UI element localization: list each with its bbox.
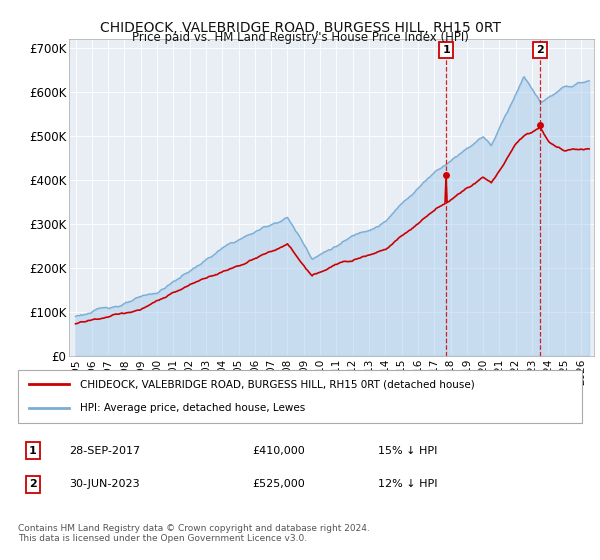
Text: HPI: Average price, detached house, Lewes: HPI: Average price, detached house, Lewe… [80, 403, 305, 413]
Text: CHIDEOCK, VALEBRIDGE ROAD, BURGESS HILL, RH15 0RT (detached house): CHIDEOCK, VALEBRIDGE ROAD, BURGESS HILL,… [80, 380, 475, 390]
Text: CHIDEOCK, VALEBRIDGE ROAD, BURGESS HILL, RH15 0RT: CHIDEOCK, VALEBRIDGE ROAD, BURGESS HILL,… [100, 21, 500, 35]
Text: Contains HM Land Registry data © Crown copyright and database right 2024.
This d: Contains HM Land Registry data © Crown c… [18, 524, 370, 543]
Text: 1: 1 [29, 446, 37, 456]
Text: 28-SEP-2017: 28-SEP-2017 [69, 446, 140, 456]
Text: 12% ↓ HPI: 12% ↓ HPI [378, 479, 437, 489]
Text: 30-JUN-2023: 30-JUN-2023 [69, 479, 140, 489]
FancyBboxPatch shape [18, 370, 582, 423]
Text: 2: 2 [536, 45, 544, 55]
Text: £525,000: £525,000 [252, 479, 305, 489]
Text: 1: 1 [443, 45, 451, 55]
Text: £410,000: £410,000 [252, 446, 305, 456]
Text: Price paid vs. HM Land Registry's House Price Index (HPI): Price paid vs. HM Land Registry's House … [131, 31, 469, 44]
Text: 2: 2 [29, 479, 37, 489]
Text: 15% ↓ HPI: 15% ↓ HPI [378, 446, 437, 456]
